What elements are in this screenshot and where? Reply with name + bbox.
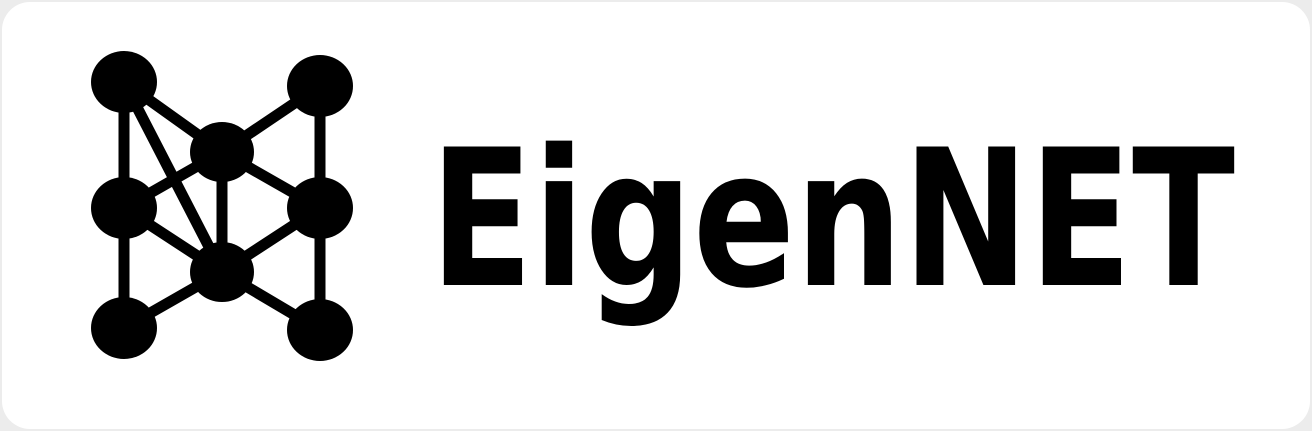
wordmark: EigenNET [430,109,1235,330]
network-nodes [91,51,353,361]
